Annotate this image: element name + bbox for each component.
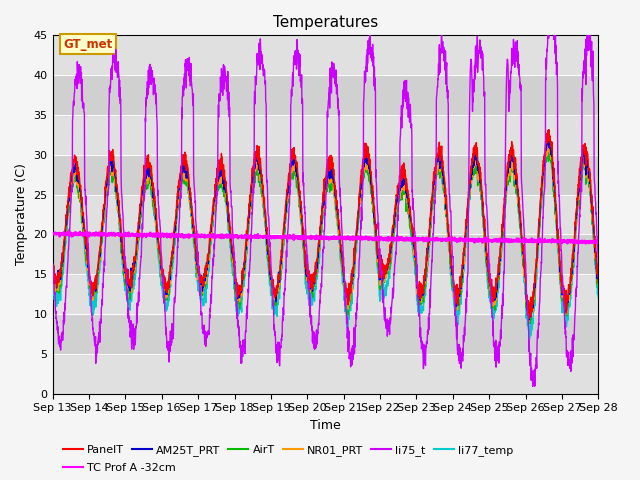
Bar bbox=[52, 155, 598, 194]
Bar bbox=[52, 274, 598, 314]
Bar bbox=[52, 314, 598, 354]
Bar bbox=[52, 354, 598, 394]
Legend: TC Prof A -32cm: TC Prof A -32cm bbox=[58, 458, 180, 477]
Y-axis label: Temperature (C): Temperature (C) bbox=[15, 164, 28, 265]
X-axis label: Time: Time bbox=[310, 419, 341, 432]
Bar bbox=[52, 234, 598, 274]
Bar bbox=[52, 194, 598, 234]
Bar bbox=[52, 36, 598, 75]
Title: Temperatures: Temperatures bbox=[273, 15, 378, 30]
Bar bbox=[52, 115, 598, 155]
Bar bbox=[52, 75, 598, 115]
Text: GT_met: GT_met bbox=[63, 38, 113, 51]
